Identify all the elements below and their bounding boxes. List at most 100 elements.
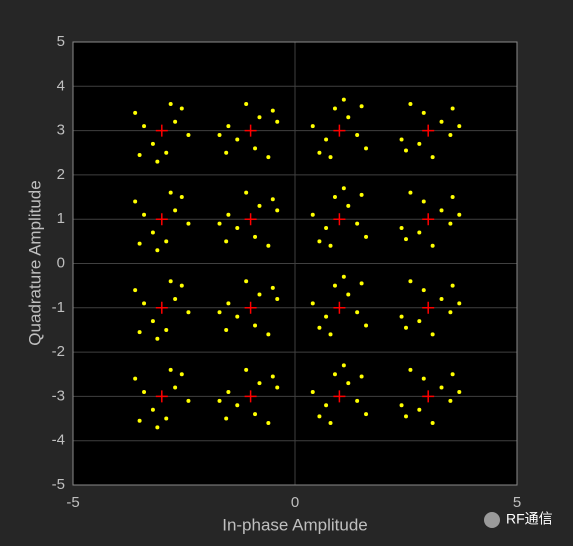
- point: [346, 381, 351, 386]
- reference-point: [333, 213, 346, 226]
- point: [133, 199, 138, 204]
- point: [244, 367, 249, 372]
- point: [355, 133, 360, 138]
- point: [457, 389, 462, 394]
- point: [317, 414, 322, 419]
- point: [217, 310, 222, 315]
- point: [137, 418, 142, 423]
- point: [448, 133, 453, 138]
- point: [155, 248, 160, 253]
- y-tick-label: -4: [52, 432, 65, 449]
- y-tick-label: -1: [52, 299, 65, 316]
- point: [224, 150, 229, 155]
- point: [150, 141, 155, 146]
- point: [341, 363, 346, 368]
- point: [257, 203, 262, 208]
- point: [450, 372, 455, 377]
- point: [364, 412, 369, 417]
- point: [417, 407, 422, 412]
- point: [346, 292, 351, 297]
- point: [226, 212, 231, 217]
- watermark-icon: [484, 512, 500, 528]
- point: [224, 239, 229, 244]
- point: [164, 150, 169, 155]
- point: [450, 283, 455, 288]
- point: [244, 190, 249, 195]
- point: [224, 327, 229, 332]
- y-tick-label: -3: [52, 387, 65, 404]
- point: [328, 155, 333, 160]
- y-axis-label: Quadrature Amplitude: [25, 180, 44, 345]
- point: [399, 137, 404, 142]
- point: [324, 137, 329, 142]
- point: [186, 398, 191, 403]
- point: [457, 212, 462, 217]
- axes-box: [72, 41, 518, 486]
- reference-point: [422, 390, 435, 403]
- reference-point: [422, 124, 435, 137]
- point: [164, 239, 169, 244]
- x-tick-label: 0: [291, 494, 299, 511]
- reference-point: [155, 301, 168, 314]
- point: [421, 376, 426, 381]
- point: [266, 243, 271, 248]
- point: [137, 330, 142, 335]
- point: [430, 332, 435, 337]
- watermark: RF通信: [506, 511, 553, 527]
- point: [355, 310, 360, 315]
- point: [253, 234, 258, 239]
- point: [270, 108, 275, 113]
- point: [173, 296, 178, 301]
- point: [439, 385, 444, 390]
- point: [168, 190, 173, 195]
- reference-point: [244, 213, 257, 226]
- reference-point: [244, 301, 257, 314]
- point: [155, 159, 160, 164]
- point: [430, 155, 435, 160]
- reference-point: [422, 213, 435, 226]
- point: [310, 124, 315, 129]
- point: [253, 146, 258, 151]
- point: [186, 310, 191, 315]
- point: [448, 221, 453, 226]
- point: [275, 385, 280, 390]
- y-tick-label: 1: [57, 210, 65, 227]
- point: [408, 190, 413, 195]
- point: [270, 374, 275, 379]
- point: [275, 119, 280, 124]
- point: [164, 327, 169, 332]
- point: [457, 301, 462, 306]
- point: [317, 150, 322, 155]
- point: [332, 372, 337, 377]
- point: [310, 212, 315, 217]
- point: [224, 416, 229, 421]
- point: [399, 403, 404, 408]
- point: [421, 199, 426, 204]
- point: [173, 385, 178, 390]
- point: [448, 310, 453, 315]
- point: [355, 221, 360, 226]
- point: [408, 279, 413, 284]
- point: [257, 292, 262, 297]
- point: [142, 389, 147, 394]
- point: [137, 241, 142, 246]
- point: [142, 124, 147, 129]
- point: [450, 195, 455, 200]
- point: [186, 133, 191, 138]
- point: [133, 110, 138, 115]
- point: [359, 104, 364, 109]
- point: [186, 221, 191, 226]
- point: [275, 296, 280, 301]
- point: [404, 325, 408, 330]
- x-axis-label: In-phase Amplitude: [222, 515, 368, 534]
- reference-point: [155, 213, 168, 226]
- y-tick-label: 5: [57, 33, 65, 50]
- x-tick-label: -5: [66, 494, 79, 511]
- point: [257, 381, 262, 386]
- point: [332, 195, 337, 200]
- point: [341, 274, 346, 279]
- point: [270, 197, 275, 202]
- point: [324, 314, 329, 319]
- point: [179, 195, 184, 200]
